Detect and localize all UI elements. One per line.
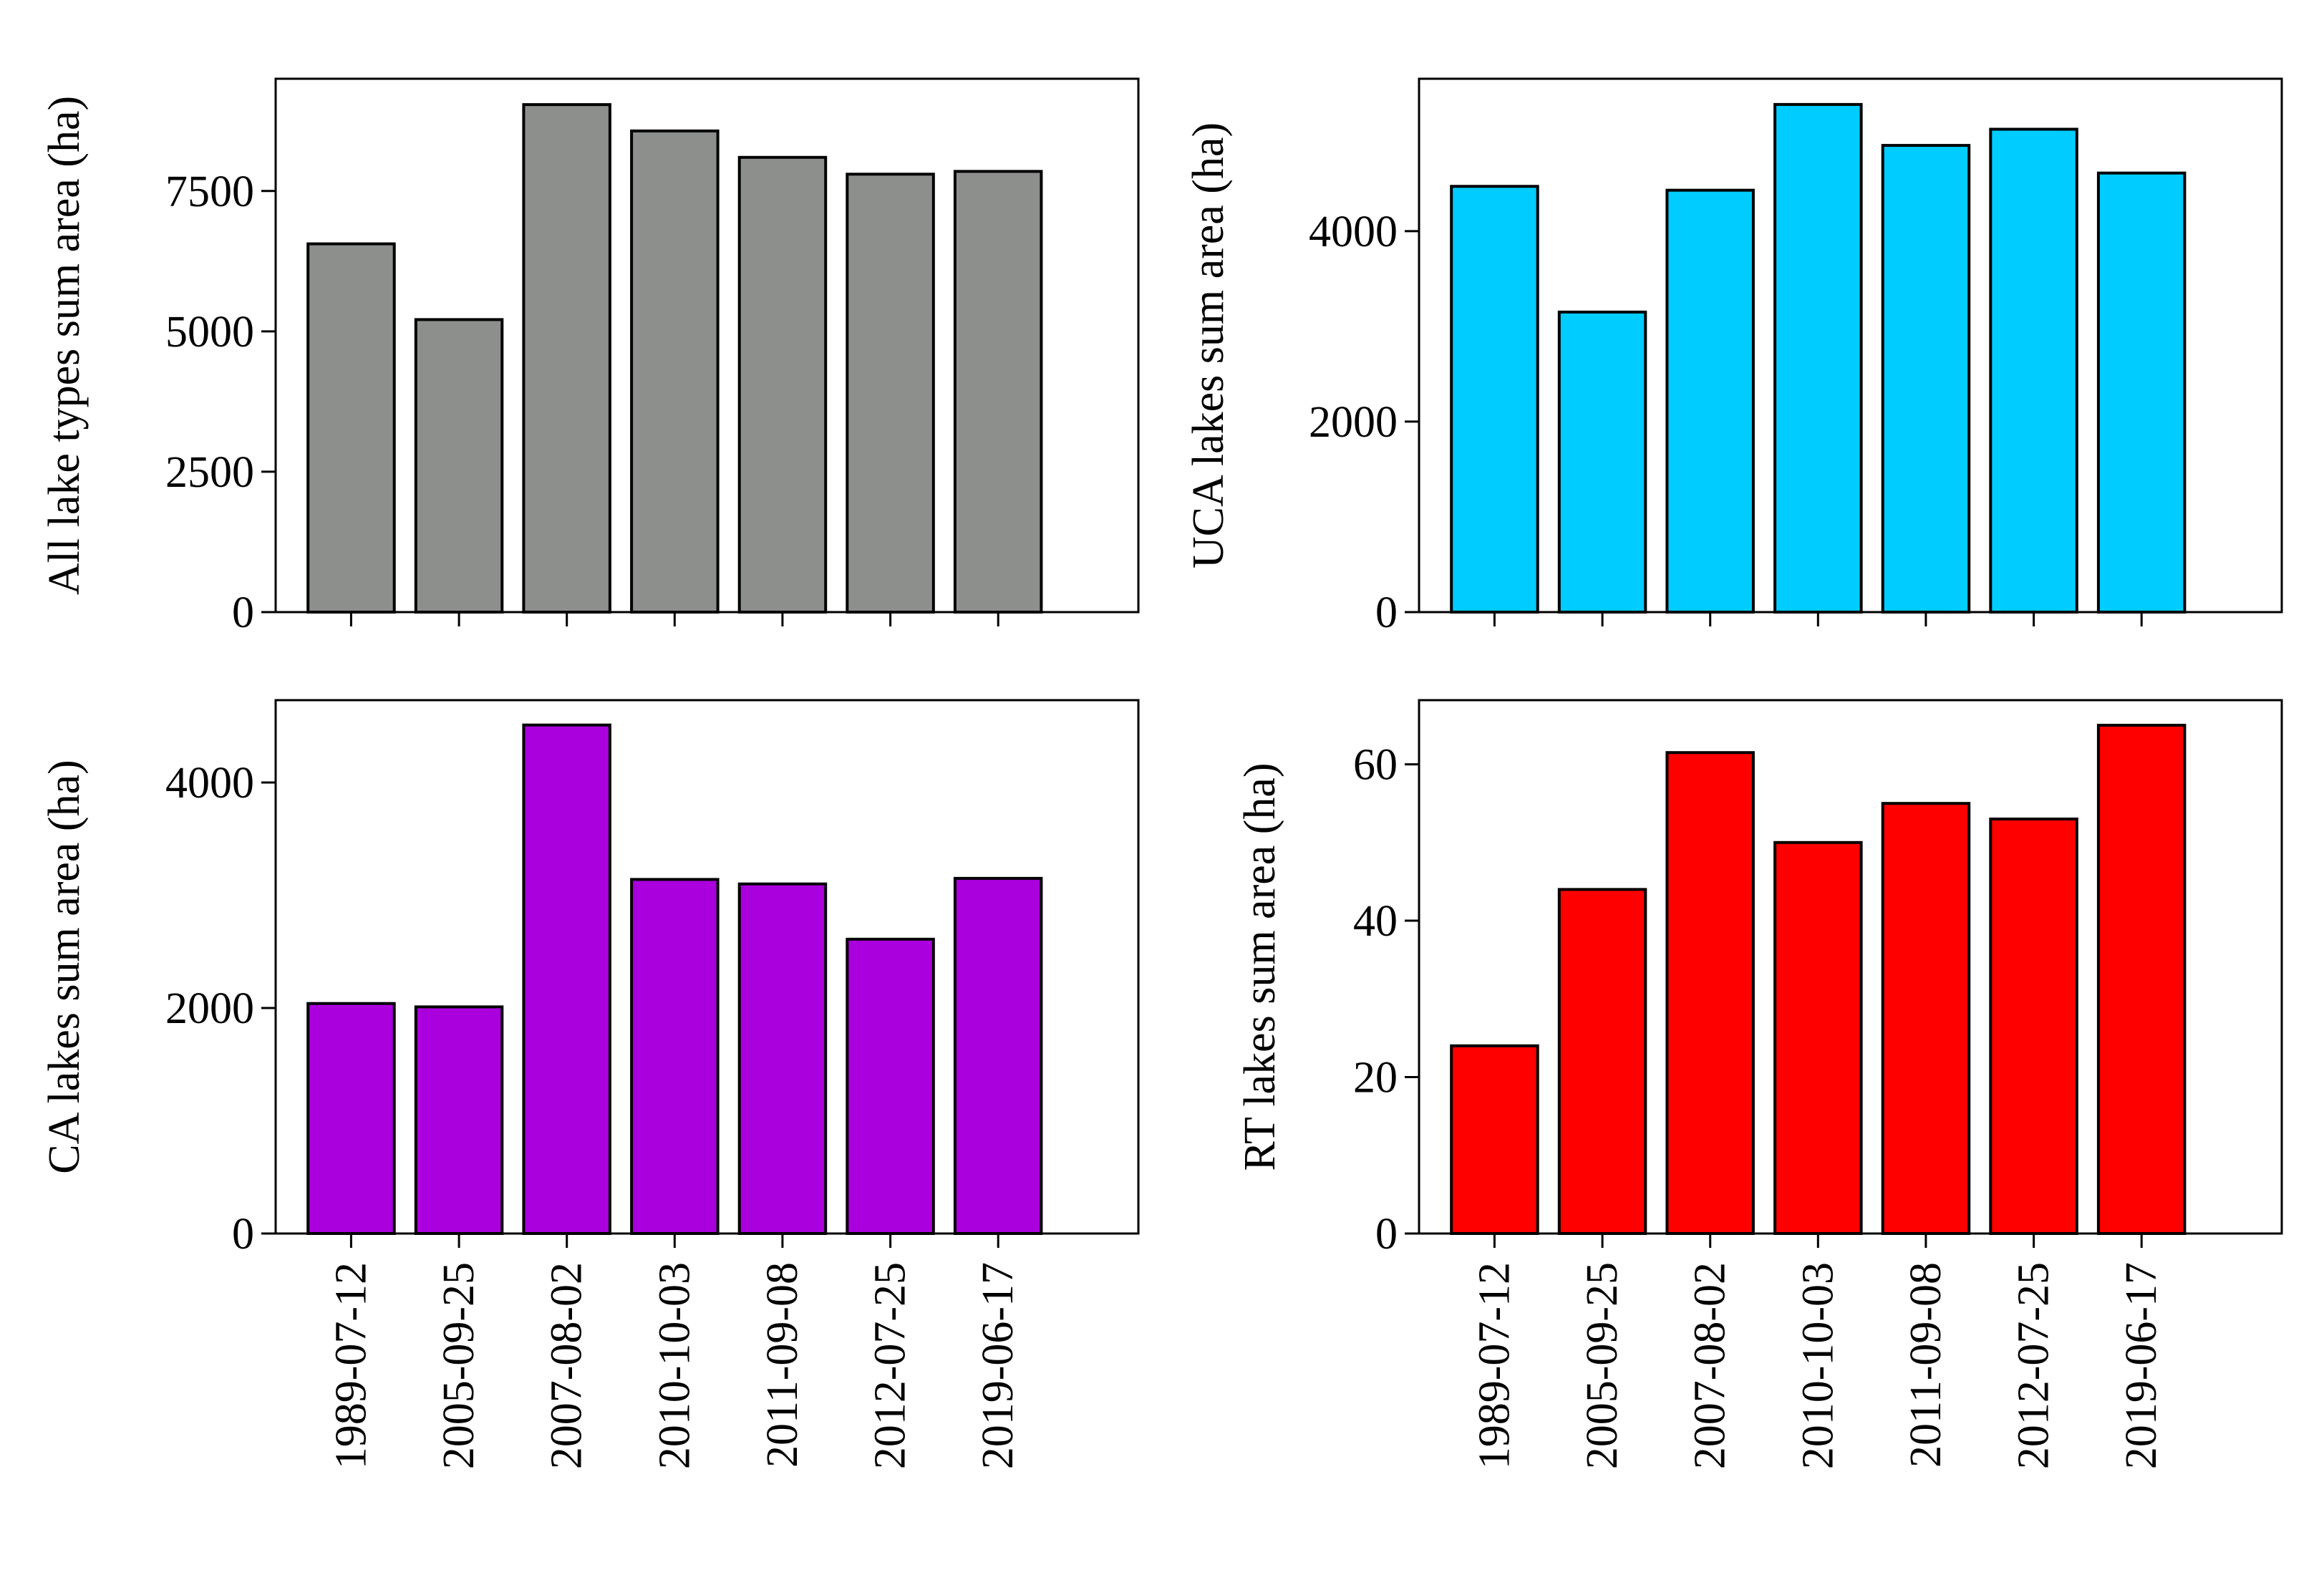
bar-2007-08-02 <box>522 723 611 1235</box>
plot-frame <box>1418 77 2283 614</box>
bar-2007-08-02 <box>1665 188 1755 614</box>
bar-2012-07-25 <box>846 937 935 1236</box>
bar-2005-09-25 <box>414 318 504 614</box>
y-tick-label: 0 <box>1375 588 1398 637</box>
bar-2011-09-08 <box>1881 802 1971 1235</box>
y-tick-label: 2000 <box>1309 398 1398 447</box>
bar-1989-07-12 <box>306 242 396 614</box>
bar-2005-09-25 <box>414 1005 504 1236</box>
y-tick-label: 4000 <box>165 759 254 808</box>
x-tick-label: 2010-10-03 <box>1793 1262 1842 1469</box>
bar-2005-09-25 <box>1557 888 1647 1236</box>
bar-2012-07-25 <box>1989 818 2078 1235</box>
chart-all-lake-types: 0 2500 5000 7500 All lake types sum area (ha… <box>40 77 1140 637</box>
plot-frame <box>274 699 1140 1235</box>
y-tick-label: 0 <box>232 588 254 637</box>
y-tick-label: 0 <box>1375 1210 1398 1259</box>
bar-2010-10-03 <box>630 129 720 614</box>
x-tick-label: 1989-07-12 <box>326 1262 375 1469</box>
x-tick-label: 2011-09-08 <box>758 1262 807 1468</box>
bar-2010-10-03 <box>1773 840 1863 1236</box>
bar-2011-09-08 <box>737 155 828 614</box>
chart-uca-lakes: 0 2000 4000 UCA lakes sum area (ha) <box>1184 77 2283 637</box>
bar-2007-08-02 <box>1665 751 1755 1235</box>
bar-1989-07-12 <box>306 1002 396 1235</box>
bar-1989-07-12 <box>1450 185 1539 614</box>
bar-2010-10-03 <box>630 878 720 1236</box>
x-tick-label: 2012-07-25 <box>866 1262 915 1469</box>
y-axis-label: RT lakes sum area (ha) <box>1236 762 1284 1171</box>
bar-2019-06-17 <box>953 170 1043 614</box>
y-axis-label: UCA lakes sum area (ha) <box>1184 122 1233 568</box>
y-tick-label: 20 <box>1353 1054 1398 1103</box>
bar-1989-07-12 <box>1450 1044 1539 1236</box>
bar-2007-08-02 <box>522 103 611 614</box>
chart-rt-lakes: 0 20 40 60 1989-07-12 2005-09-25 2007-08-02 201… <box>1236 699 2283 1469</box>
bar-2019-06-17 <box>953 876 1043 1236</box>
plot-frame <box>1418 699 2283 1235</box>
bar-2012-07-25 <box>1989 127 2078 614</box>
x-tick-label: 2005-09-25 <box>435 1262 483 1469</box>
bar-2010-10-03 <box>1773 102 1863 614</box>
x-tick-label: 2019-06-17 <box>2117 1262 2166 1469</box>
y-axis-label: All lake types sum area (ha) <box>40 96 89 595</box>
y-tick-label: 7500 <box>165 168 254 216</box>
bar-2019-06-17 <box>2096 171 2187 614</box>
x-tick-label: 2005-09-25 <box>1578 1262 1627 1469</box>
x-tick-label: 2007-08-02 <box>543 1262 591 1469</box>
x-tick-label: 1989-07-12 <box>1470 1262 1519 1469</box>
x-tick-label: 2011-09-08 <box>1902 1262 1950 1468</box>
plot-frame <box>274 77 1140 614</box>
y-tick-label: 2000 <box>165 984 254 1033</box>
bar-2011-09-08 <box>1881 144 1971 614</box>
bar-2005-09-25 <box>1557 310 1647 614</box>
y-tick-label: 40 <box>1353 897 1398 946</box>
x-tick-label: 2007-08-02 <box>1686 1262 1735 1469</box>
y-tick-label: 5000 <box>165 308 254 357</box>
y-tick-label: 2500 <box>165 448 254 497</box>
bar-2011-09-08 <box>737 882 828 1235</box>
chart-ca-lakes: 0 2000 4000 1989-07-12 2005-09-25 2007-08-02 2… <box>40 699 1140 1469</box>
y-tick-label: 0 <box>232 1210 254 1259</box>
y-tick-label: 60 <box>1353 741 1398 790</box>
bar-2012-07-25 <box>846 173 935 614</box>
x-tick-label: 2010-10-03 <box>650 1262 699 1469</box>
y-tick-label: 4000 <box>1309 208 1398 256</box>
x-tick-label: 2012-07-25 <box>2010 1262 2058 1469</box>
x-tick-label: 2019-06-17 <box>974 1262 1022 1469</box>
y-axis-label: CA lakes sum area (ha) <box>40 760 89 1173</box>
bar-2019-06-17 <box>2096 724 2187 1235</box>
